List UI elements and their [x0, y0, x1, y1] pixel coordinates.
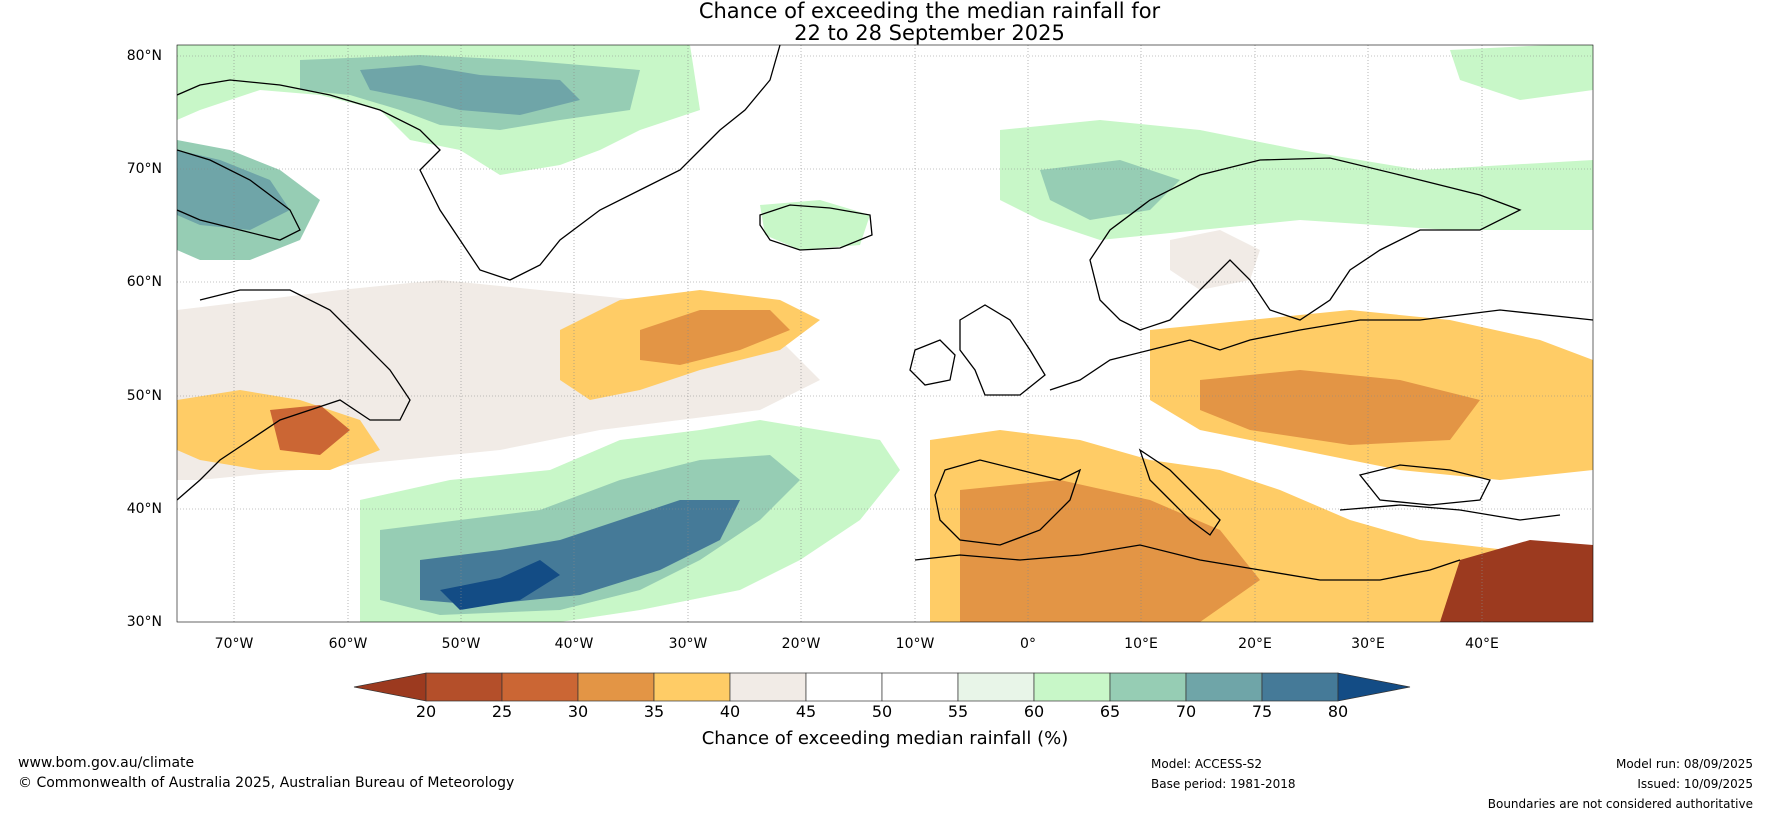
dry-region-newfoundland-core [270, 405, 350, 455]
lon-label-10w: 10°W [895, 636, 935, 652]
wet-region-subtropical-peak [440, 560, 560, 610]
colorbar-tick-label: 45 [795, 702, 817, 721]
colorbar-segments [353, 672, 1411, 702]
disclaimer-text: Boundaries are not considered authoritat… [1487, 797, 1753, 811]
model-text: Model: ACCESS-S2 [1151, 757, 1263, 771]
wet-region-core-1 [360, 65, 580, 115]
lon-label-20e: 20°E [1238, 636, 1272, 652]
black-sea-coast [1358, 464, 1491, 506]
lon-label-70w: 70°W [214, 636, 254, 652]
colorbar-segment [957, 672, 1035, 702]
colorbar-segment [1033, 672, 1111, 702]
copyright-text: © Commonwealth of Australia 2025, Austra… [18, 775, 515, 791]
labrador-coast [177, 289, 411, 501]
colorbar-tick-label: 60 [1023, 702, 1045, 721]
greenland-coast [177, 45, 781, 281]
dry-region-scandinavia [1170, 230, 1260, 290]
coastlines [177, 45, 1593, 581]
colorbar-extend-low [353, 672, 427, 702]
base-period-text: Base period: 1981-2018 [1151, 777, 1296, 791]
website-text: www.bom.gov.au/climate [18, 755, 195, 771]
lon-label-30e: 30°E [1351, 636, 1385, 652]
colorbar-tick-label: 70 [1175, 702, 1197, 721]
europe-coast [1049, 309, 1593, 391]
wet-region-iceland [760, 200, 870, 250]
north-africa-coast [914, 544, 1461, 581]
iberia-coast [934, 459, 1082, 546]
map-title-line2: 22 to 28 September 2025 [794, 21, 1065, 45]
colorbar-tick-label: 55 [947, 702, 969, 721]
lon-label-30w: 30°W [668, 636, 708, 652]
scandinavia-coast [1089, 157, 1522, 331]
colorbar-segment [577, 672, 655, 702]
lat-label-70n: 70°N [126, 161, 162, 177]
wet-region-svalbard [1450, 45, 1593, 100]
colorbar-segment [881, 672, 959, 702]
ireland-coast [909, 339, 956, 386]
colorbar-tick-label: 50 [871, 702, 893, 721]
turkey-coast [1339, 504, 1561, 521]
map-frame [176, 44, 1594, 623]
lon-label-60w: 60°W [328, 636, 368, 652]
lon-label-50w: 50°W [441, 636, 481, 652]
colorbar-segment [653, 672, 731, 702]
lon-label-0: 0° [1020, 636, 1036, 652]
colorbar-segment [1109, 672, 1187, 702]
wet-region-norway-core [1040, 160, 1180, 220]
lon-label-40w: 40°W [554, 636, 594, 652]
colorbar-tick-label: 20 [415, 702, 437, 721]
colorbar-segment [425, 672, 503, 702]
dry-region-mid-atlantic-core [640, 310, 790, 365]
colorbar-tick-label: 80 [1327, 702, 1349, 721]
colorbar-tick-label: 35 [643, 702, 665, 721]
lat-label-80n: 80°N [126, 48, 162, 64]
colorbar-segment [805, 672, 883, 702]
wet-region-labrador-core [177, 150, 290, 230]
colorbar-tick-label: 30 [567, 702, 589, 721]
probability-shading [177, 45, 1593, 622]
lat-label-50n: 50°N [126, 388, 162, 404]
colorbar-label: Chance of exceeding median rainfall (%) [701, 728, 1069, 749]
colorbar-segment [729, 672, 807, 702]
colorbar-tick-label: 40 [719, 702, 741, 721]
lat-label-60n: 60°N [126, 274, 162, 290]
model-run-text: Model run: 08/09/2025 [1615, 757, 1753, 771]
colorbar-tick-label: 65 [1099, 702, 1121, 721]
lat-label-30n: 30°N [126, 614, 162, 630]
lat-label-40n: 40°N [126, 501, 162, 517]
map-title-line1: Chance of exceeding the median rainfall … [698, 0, 1161, 23]
issued-text: Issued: 10/09/2025 [1637, 777, 1753, 791]
dry-region-central-europe-core [1200, 370, 1480, 445]
colorbar-extend-high [1337, 672, 1411, 702]
colorbar-tick-label: 25 [491, 702, 513, 721]
colorbar-tick-label: 75 [1251, 702, 1273, 721]
iceland-coast [759, 204, 873, 251]
dry-region-middle-east-core [1440, 540, 1593, 622]
lon-label-10e: 10°E [1124, 636, 1158, 652]
italy-coast [1138, 448, 1221, 536]
colorbar-segment [1185, 672, 1263, 702]
colorbar-segment [501, 672, 579, 702]
lon-label-20w: 20°W [781, 636, 821, 652]
baffin-coast [177, 149, 301, 241]
britain-coast [959, 304, 1046, 396]
lon-label-40e: 40°E [1465, 636, 1499, 652]
colorbar-segment [1261, 672, 1339, 702]
